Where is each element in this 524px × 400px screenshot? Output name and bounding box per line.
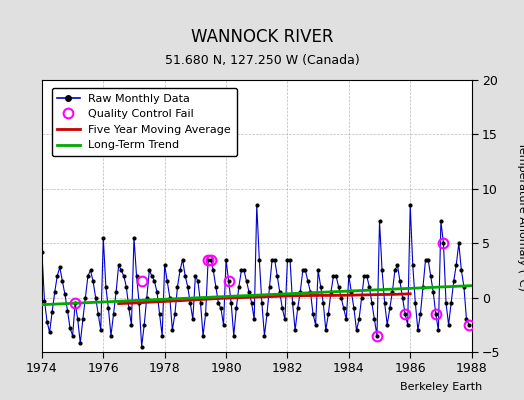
Text: 51.680 N, 127.250 W (Canada): 51.680 N, 127.250 W (Canada): [165, 54, 359, 67]
Y-axis label: Temperature Anomaly (°C): Temperature Anomaly (°C): [517, 142, 524, 290]
Text: WANNOCK RIVER: WANNOCK RIVER: [191, 28, 333, 46]
Legend: Raw Monthly Data, Quality Control Fail, Five Year Moving Average, Long-Term Tren: Raw Monthly Data, Quality Control Fail, …: [52, 88, 237, 156]
Text: Berkeley Earth: Berkeley Earth: [400, 382, 482, 392]
